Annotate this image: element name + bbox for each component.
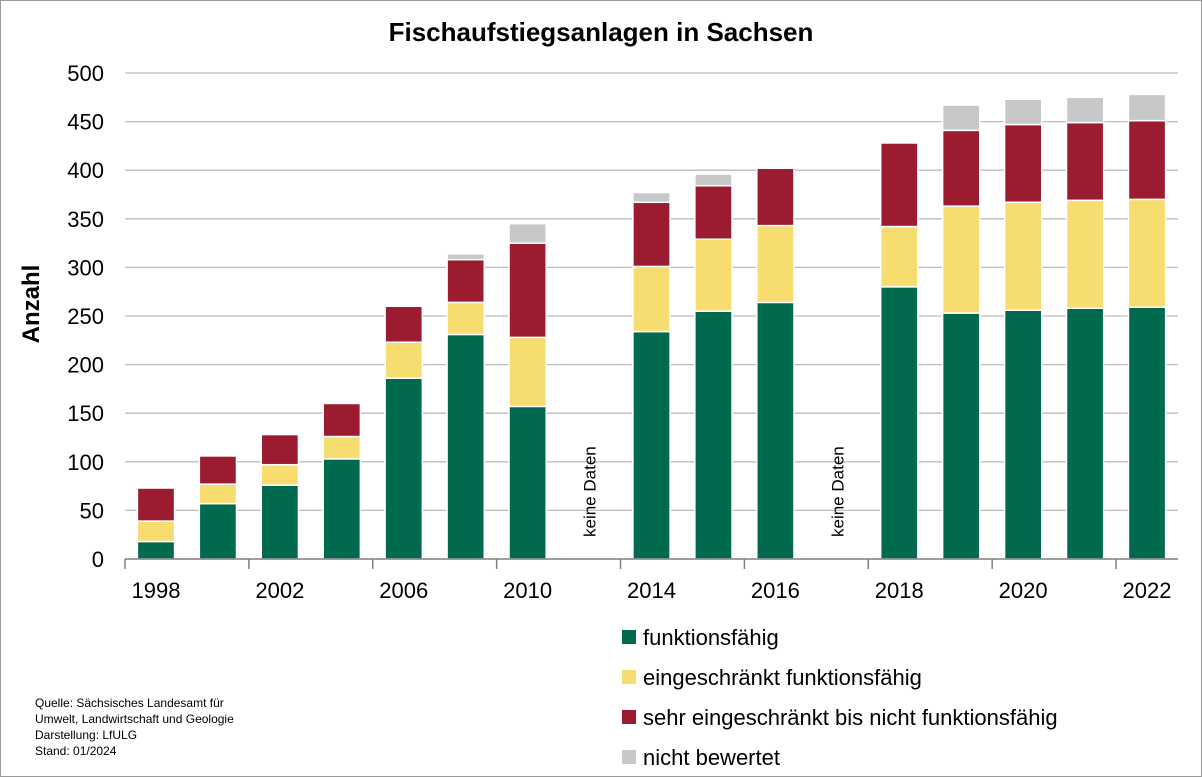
legend-swatch — [622, 750, 636, 764]
bar-segment — [384, 341, 424, 379]
y-tick-label: 50 — [80, 498, 104, 523]
bar-segment — [1127, 93, 1167, 122]
bar-segment — [322, 458, 362, 560]
bar-segment — [446, 333, 486, 560]
bar-segment — [756, 224, 795, 304]
y-tick-label: 250 — [67, 304, 104, 329]
bar-segment — [1127, 119, 1167, 201]
bar-segment — [694, 238, 733, 312]
bar-segment — [1003, 309, 1043, 560]
bar-segment — [508, 242, 547, 339]
y-tick-label: 450 — [67, 110, 104, 135]
bar-segment — [694, 310, 733, 560]
bar-segment — [941, 312, 981, 560]
bar-segment — [446, 258, 486, 304]
legend-label: funktionsfähig — [643, 625, 779, 650]
bar-segment — [198, 455, 238, 485]
bar-segment — [198, 483, 238, 505]
legend-label: sehr eingeschränkt bis nicht funktionsfä… — [643, 705, 1058, 730]
bar-segment — [1065, 307, 1105, 560]
bar-segment — [632, 265, 671, 333]
bar-segment — [136, 520, 176, 543]
source-line: Quelle: Sächsisches Landesamt für — [35, 696, 224, 710]
legend-swatch — [622, 630, 636, 644]
bar-segment — [632, 201, 671, 268]
bar-segment — [694, 185, 733, 240]
bar-segment — [1065, 96, 1105, 124]
x-tick-label: 2016 — [751, 578, 800, 603]
bar-segment — [756, 167, 795, 227]
bar-segment — [1065, 121, 1105, 202]
bar-segment — [322, 435, 362, 460]
y-tick-label: 400 — [67, 158, 104, 183]
bar-segment — [384, 377, 424, 560]
y-tick-label: 100 — [67, 450, 104, 475]
bar-segment — [1003, 123, 1043, 204]
annotations: keine Daten keine Daten — [581, 446, 848, 537]
x-tick-label: 2022 — [1123, 578, 1172, 603]
y-tick-label: 350 — [67, 207, 104, 232]
date-line: Stand: 01/2024 — [35, 744, 117, 758]
source-line: Umwelt, Landwirtschaft und Geologie — [35, 712, 234, 726]
legend: funktionsfähig eingeschränkt funktionsfäh… — [622, 625, 1058, 770]
y-tick-label: 500 — [67, 61, 104, 86]
bar-segment — [260, 484, 300, 560]
bar-segment — [136, 487, 176, 522]
bar-segment — [446, 301, 486, 336]
bar-segment — [879, 225, 919, 288]
bar-segment — [1003, 98, 1043, 126]
bar-segment — [879, 142, 919, 228]
x-tick-label: 2018 — [875, 578, 924, 603]
x-tick-label: 2020 — [999, 578, 1048, 603]
no-data-annotation: keine Daten — [828, 446, 847, 537]
bar-segment — [508, 222, 547, 244]
x-tick-label: 2002 — [255, 578, 304, 603]
bar-segment — [632, 191, 671, 204]
bar-segment — [632, 330, 671, 560]
x-tick-label: 2010 — [503, 578, 552, 603]
bar-segment — [260, 463, 300, 486]
bar-segment — [941, 104, 981, 132]
source-note: Quelle: Sächsisches Landesamt für Umwelt… — [35, 695, 234, 759]
x-tick-labels: 1998 2002 2006 2010 2014 2016 2018 2020 2022 — [131, 578, 1171, 603]
x-tick-label: 2006 — [379, 578, 428, 603]
y-tick-label: 200 — [67, 353, 104, 378]
bar-segment — [756, 301, 795, 560]
legend-label: nicht bewertet — [643, 745, 780, 770]
bar-segment — [1065, 199, 1105, 309]
bars — [136, 93, 1167, 560]
bar-segment — [508, 405, 547, 560]
bar-segment — [879, 286, 919, 560]
x-axis — [124, 558, 1178, 569]
bar-segment — [1003, 201, 1043, 311]
legend-swatch — [622, 710, 636, 724]
x-tick-label: 1998 — [131, 578, 180, 603]
bar-segment — [941, 205, 981, 314]
bar-segment — [1127, 198, 1167, 309]
chart-title: Fischaufstiegsanlagen in Sachsen — [389, 17, 814, 47]
legend-swatch — [622, 670, 636, 684]
bar-segment — [322, 402, 362, 438]
bar-segment — [694, 173, 733, 187]
bar-segment — [446, 253, 486, 261]
y-axis-label: Anzahl — [18, 265, 45, 344]
bar-segment — [508, 336, 547, 408]
bar-segment — [136, 540, 176, 560]
bar-segment — [198, 502, 238, 560]
y-tick-label: 0 — [92, 547, 104, 572]
bar-segment — [260, 433, 300, 466]
no-data-annotation: keine Daten — [581, 446, 600, 537]
legend-label: eingeschränkt funktionsfähig — [643, 665, 922, 690]
y-tick-label: 150 — [67, 401, 104, 426]
bar-segment — [1127, 306, 1167, 560]
y-tick-labels: 0 50 100 150 200 250 300 350 400 450 500 — [67, 61, 104, 572]
bar-segment — [384, 305, 424, 343]
x-tick-label: 2014 — [627, 578, 676, 603]
bar-segment — [941, 129, 981, 207]
credit-line: Darstellung: LfULG — [35, 728, 138, 742]
y-tick-label: 300 — [67, 255, 104, 280]
